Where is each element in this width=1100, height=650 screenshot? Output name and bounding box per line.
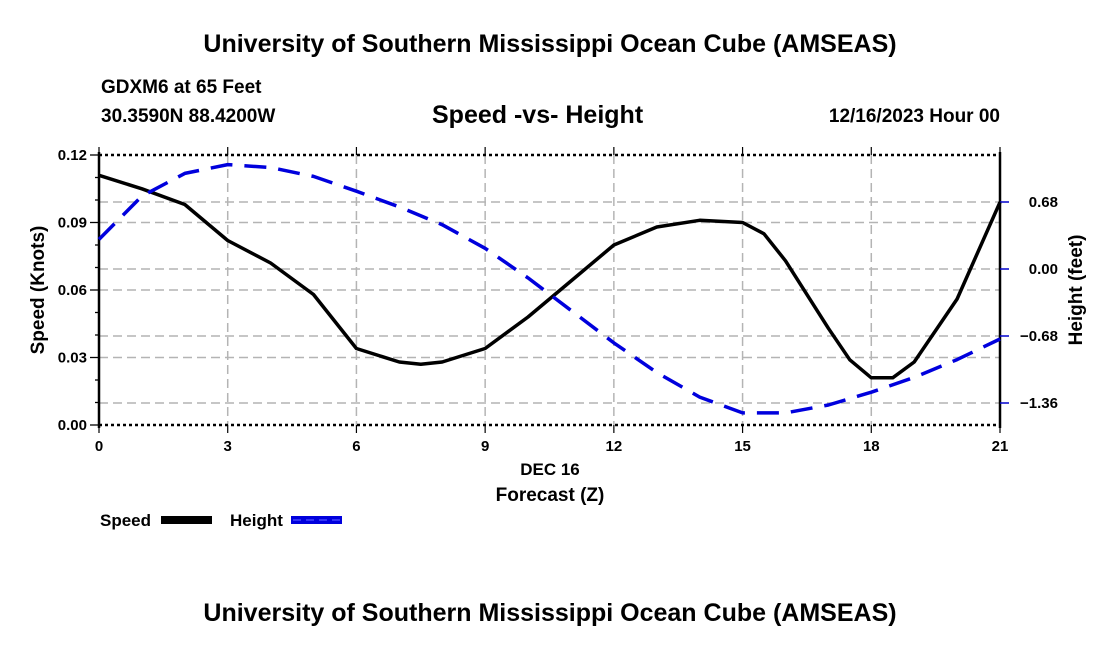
x-tick-label: 15 — [734, 438, 751, 455]
coordinates-label: 30.3590N 88.4200W — [101, 106, 276, 127]
x-tick-label: 6 — [352, 438, 360, 455]
x-tick-label: 9 — [481, 438, 489, 455]
x-tick-label: 3 — [224, 438, 232, 455]
y-tick-label: 0.09 — [58, 215, 87, 232]
y2-tick-label: −0.68 — [1020, 328, 1058, 345]
legend-swatch-height — [291, 516, 342, 524]
x-tick-label: 18 — [863, 438, 880, 455]
legend: Speed Height — [100, 511, 342, 530]
x-tick-label: 21 — [992, 438, 1009, 455]
x-tick-label: 12 — [606, 438, 623, 455]
title-top: University of Southern Mississippi Ocean… — [203, 30, 897, 58]
y-tick-label: 0.12 — [58, 147, 87, 164]
title-bottom: University of Southern Mississippi Ocean… — [203, 599, 897, 627]
station-label: GDXM6 at 65 Feet — [101, 77, 262, 98]
y-axis-label: Speed (Knots) — [28, 226, 49, 355]
axes — [90, 147, 1009, 433]
y-tick-label: 0.06 — [58, 282, 87, 299]
datetime-label: 12/16/2023 Hour 00 — [828, 106, 1000, 127]
x-axis-label: Forecast (Z) — [496, 485, 605, 506]
y-tick-label: 0.03 — [58, 350, 87, 367]
y2-tick-label: 0.00 — [1029, 261, 1058, 278]
y2-tick-label: 0.68 — [1029, 194, 1058, 211]
y2-axis-label: Height (feet) — [1066, 235, 1087, 346]
series-layer — [97, 162, 1002, 415]
chart-title: Speed -vs- Height — [432, 101, 644, 129]
y2-tick-label: −1.36 — [1020, 395, 1058, 412]
legend-swatch-speed — [161, 516, 212, 524]
legend-label-speed: Speed — [100, 511, 151, 530]
x-axis-date-label: DEC 16 — [520, 460, 580, 479]
y-tick-label: 0.00 — [58, 417, 87, 434]
series-line-height — [97, 162, 1001, 415]
legend-label-height: Height — [230, 511, 283, 530]
grid — [99, 155, 1000, 425]
series-line-speed — [98, 173, 1002, 380]
tick-labels: 0 3 6 9 12 15 18 21 0.00 0.03 0.06 0.09 0.12 0.68 0.00… — [58, 147, 1058, 455]
x-tick-label: 0 — [95, 438, 103, 455]
